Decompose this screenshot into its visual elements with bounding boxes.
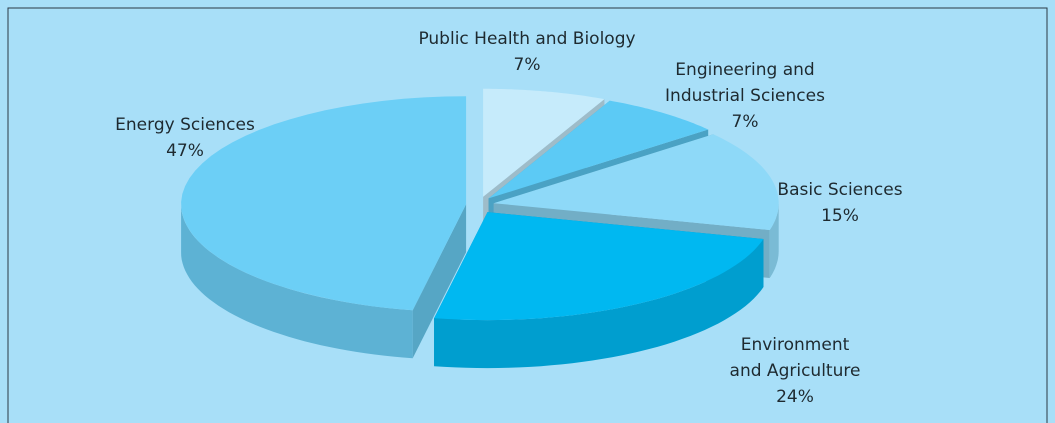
slice <box>488 100 709 199</box>
slice <box>434 212 764 321</box>
label-line: Public Health and Biology <box>418 29 635 49</box>
slice-side <box>769 203 779 278</box>
slice-label: Energy Sciences <box>115 115 255 135</box>
label-line: Industrial Sciences <box>665 86 825 106</box>
label-line: Environment <box>741 335 850 355</box>
slice-group <box>434 212 764 369</box>
slice <box>483 88 605 197</box>
frame <box>7 7 1048 423</box>
value-label: 7% <box>514 55 541 75</box>
value-label: 15% <box>821 206 859 226</box>
slice-edge-wall <box>412 204 467 359</box>
value-label: 24% <box>776 387 814 407</box>
slice-label: Environment and Agriculture <box>730 335 861 381</box>
label-line: Basic Sciences <box>777 180 902 200</box>
slice-label: Engineering and Industrial Sciences <box>665 60 825 106</box>
label-line: and Agriculture <box>730 361 861 381</box>
slice <box>181 96 467 311</box>
slice-side <box>434 239 764 369</box>
slice-label: Basic Sciences <box>777 180 902 200</box>
slice <box>493 134 779 230</box>
label-line: Energy Sciences <box>115 115 255 135</box>
slice-group <box>181 96 467 359</box>
label-line: Engineering and <box>675 60 814 80</box>
value-label: 7% <box>732 112 759 132</box>
slice-label: Public Health and Biology <box>418 29 635 49</box>
value-label: 47% <box>166 141 204 161</box>
slice-side <box>181 204 413 359</box>
